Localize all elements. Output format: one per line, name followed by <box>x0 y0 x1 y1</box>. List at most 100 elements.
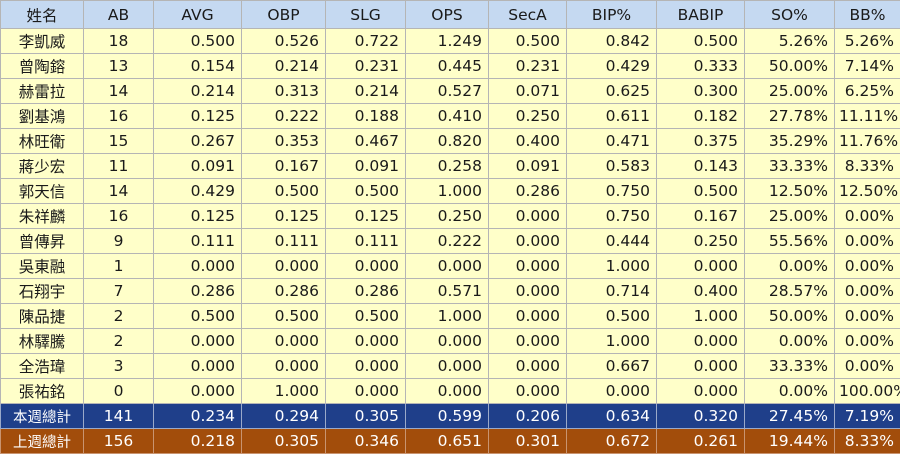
cell-slg: 0.000 <box>325 353 406 379</box>
cell-so: 5.26% <box>744 28 835 54</box>
cell-slg: 0.091 <box>325 153 406 179</box>
table-row: 林旺衛 15 0.267 0.353 0.467 0.820 0.400 0.471 0.375… <box>0 128 900 154</box>
totals-label: 本週總計 <box>0 403 84 429</box>
cell-name: 吳東融 <box>0 253 84 279</box>
cell-ops: 0.000 <box>405 253 489 279</box>
cell-avg: 0.500 <box>153 303 242 329</box>
cell-bip: 0.444 <box>566 228 657 254</box>
cell-ops: 0.000 <box>405 378 489 404</box>
cell-name: 郭天信 <box>0 178 84 204</box>
table-row: 全浩瑋 3 0.000 0.000 0.000 0.000 0.000 0.667 0.000 3… <box>0 353 900 379</box>
totals-slg: 0.346 <box>325 428 406 454</box>
cell-so: 0.00% <box>744 378 835 404</box>
cell-seca: 0.400 <box>488 128 567 154</box>
totals-bb: 7.19% <box>834 403 900 429</box>
cell-name: 曾傳昇 <box>0 228 84 254</box>
cell-avg: 0.125 <box>153 103 242 129</box>
cell-name: 全浩瑋 <box>0 353 84 379</box>
cell-slg: 0.214 <box>325 78 406 104</box>
cell-ab: 11 <box>83 153 154 179</box>
totals-obp: 0.294 <box>241 403 326 429</box>
cell-obp: 0.000 <box>241 353 326 379</box>
cell-obp: 0.222 <box>241 103 326 129</box>
cell-ops: 0.000 <box>405 328 489 354</box>
cell-seca: 0.000 <box>488 378 567 404</box>
header-bip: BIP% <box>566 0 657 29</box>
cell-so: 35.29% <box>744 128 835 154</box>
totals-bip: 0.634 <box>566 403 657 429</box>
cell-ab: 16 <box>83 103 154 129</box>
cell-ab: 7 <box>83 278 154 304</box>
cell-name: 張祐銘 <box>0 378 84 404</box>
cell-slg: 0.111 <box>325 228 406 254</box>
totals-bip: 0.672 <box>566 428 657 454</box>
table-row: 石翔宇 7 0.286 0.286 0.286 0.571 0.000 0.714 0.400 2… <box>0 278 900 304</box>
cell-obp: 0.500 <box>241 178 326 204</box>
header-obp: OBP <box>241 0 326 29</box>
header-so: SO% <box>744 0 835 29</box>
cell-bip: 0.429 <box>566 53 657 79</box>
cell-bip: 0.471 <box>566 128 657 154</box>
cell-obp: 0.111 <box>241 228 326 254</box>
cell-avg: 0.111 <box>153 228 242 254</box>
cell-babip: 0.400 <box>656 278 745 304</box>
cell-seca: 0.000 <box>488 328 567 354</box>
cell-so: 27.78% <box>744 103 835 129</box>
cell-name: 赫雷拉 <box>0 78 84 104</box>
header-slg: SLG <box>325 0 406 29</box>
cell-bip: 0.583 <box>566 153 657 179</box>
cell-so: 33.33% <box>744 353 835 379</box>
cell-bb: 0.00% <box>834 303 900 329</box>
cell-obp: 0.214 <box>241 53 326 79</box>
cell-seca: 0.000 <box>488 303 567 329</box>
cell-slg: 0.722 <box>325 28 406 54</box>
table-row: 吳東融 1 0.000 0.000 0.000 0.000 0.000 1.000 0.000 0… <box>0 253 900 279</box>
cell-avg: 0.500 <box>153 28 242 54</box>
table-row: 曾陶鎔 13 0.154 0.214 0.231 0.445 0.231 0.429 0.333… <box>0 53 900 79</box>
cell-so: 50.00% <box>744 303 835 329</box>
cell-seca: 0.000 <box>488 353 567 379</box>
cell-slg: 0.000 <box>325 378 406 404</box>
cell-ab: 3 <box>83 353 154 379</box>
cell-name: 陳品捷 <box>0 303 84 329</box>
totals-seca: 0.206 <box>488 403 567 429</box>
cell-seca: 0.500 <box>488 28 567 54</box>
table-row: 蔣少宏 11 0.091 0.167 0.091 0.258 0.091 0.583 0.143… <box>0 153 900 179</box>
cell-obp: 0.286 <box>241 278 326 304</box>
cell-bip: 0.625 <box>566 78 657 104</box>
cell-babip: 0.000 <box>656 253 745 279</box>
cell-babip: 0.300 <box>656 78 745 104</box>
cell-ab: 2 <box>83 328 154 354</box>
header-seca: SecA <box>488 0 567 29</box>
totals-ab: 141 <box>83 403 154 429</box>
cell-bb: 0.00% <box>834 203 900 229</box>
cell-babip: 0.000 <box>656 378 745 404</box>
header-name: 姓名 <box>0 0 84 29</box>
cell-obp: 0.125 <box>241 203 326 229</box>
cell-obp: 0.000 <box>241 253 326 279</box>
header-ab: AB <box>83 0 154 29</box>
cell-babip: 0.500 <box>656 178 745 204</box>
cell-name: 劉基鴻 <box>0 103 84 129</box>
cell-seca: 0.000 <box>488 228 567 254</box>
table-totals: 本週總計 141 0.234 0.294 0.305 0.599 0.206 0… <box>0 403 900 454</box>
cell-seca: 0.091 <box>488 153 567 179</box>
cell-seca: 0.000 <box>488 278 567 304</box>
cell-babip: 0.375 <box>656 128 745 154</box>
table-row: 陳品捷 2 0.500 0.500 0.500 1.000 0.000 0.500 1.000 5… <box>0 303 900 329</box>
cell-obp: 0.353 <box>241 128 326 154</box>
totals-seca: 0.301 <box>488 428 567 454</box>
cell-bip: 0.750 <box>566 203 657 229</box>
cell-avg: 0.286 <box>153 278 242 304</box>
cell-babip: 0.000 <box>656 353 745 379</box>
cell-ab: 9 <box>83 228 154 254</box>
cell-avg: 0.091 <box>153 153 242 179</box>
cell-babip: 0.333 <box>656 53 745 79</box>
cell-avg: 0.000 <box>153 353 242 379</box>
cell-ops: 0.222 <box>405 228 489 254</box>
cell-obp: 0.313 <box>241 78 326 104</box>
cell-ab: 2 <box>83 303 154 329</box>
cell-ops: 0.258 <box>405 153 489 179</box>
cell-ab: 13 <box>83 53 154 79</box>
header-babip: BABIP <box>656 0 745 29</box>
